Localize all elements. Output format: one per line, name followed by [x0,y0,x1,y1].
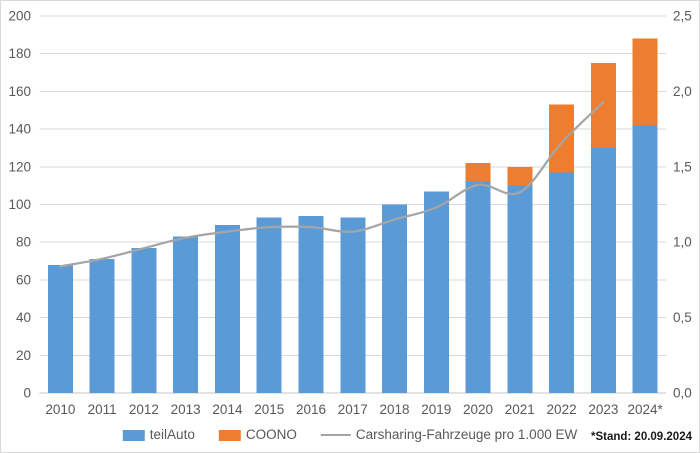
bar-coono-2022 [549,104,575,173]
svg-text:2010: 2010 [45,402,75,417]
bar-teilauto-2017 [340,217,366,393]
bar-teilauto-2016 [298,215,324,393]
legend-label-trend-line: Carsharing-Fahrzeuge pro 1.000 EW [355,427,578,442]
svg-text:120: 120 [8,159,31,174]
legend-row: teilAuto COONO Carsharing-Fahrzeuge pro … [1,425,699,449]
bar-teilauto-2018 [382,204,408,393]
bar-teilauto-2023 [590,147,616,393]
svg-text:40: 40 [16,310,31,325]
svg-text:2023: 2023 [588,402,618,417]
svg-text:0: 0 [23,386,31,401]
bar-teilauto-2015 [256,217,282,393]
legend-label-teilauto: teilAuto [149,427,195,442]
legend-item-teilauto: teilAuto [122,427,195,442]
bar-teilauto-2022 [549,172,575,393]
trend-line-swatch-icon [320,433,351,437]
svg-text:2012: 2012 [129,402,159,417]
bar-teilauto-2019 [423,191,449,393]
svg-text:100: 100 [8,197,31,212]
svg-text:2019: 2019 [421,402,451,417]
plot-area: 0 20 40 60 80 100 120 140 160 180 200 0,0 0,5 1,0 1,5 2… [8,9,692,418]
svg-text:20: 20 [16,348,31,363]
legend-item-trend-line: Carsharing-Fahrzeuge pro 1.000 EW [320,427,578,442]
svg-text:2024*: 2024* [627,402,663,417]
svg-text:2021: 2021 [505,402,535,417]
svg-text:2011: 2011 [88,402,117,417]
chart-legend: teilAuto COONO Carsharing-Fahrzeuge pro … [122,427,578,442]
svg-text:60: 60 [16,272,31,287]
bars [47,38,658,393]
bar-teilauto-2013 [173,236,199,393]
coono-swatch-icon [218,429,241,441]
svg-text:0,5: 0,5 [673,310,692,325]
svg-text:1,0: 1,0 [673,235,692,250]
svg-text:2013: 2013 [171,402,201,417]
y-axis-left-labels: 0 20 40 60 80 100 120 140 160 180 200 [8,9,31,401]
bar-teilauto-2012 [131,247,157,393]
bar-coono-2020 [465,163,491,182]
footnote: *Stand: 20.09.2024 [590,431,692,443]
svg-text:160: 160 [8,84,31,99]
svg-text:2014: 2014 [212,402,243,417]
svg-text:2018: 2018 [379,402,409,417]
bar-coono-2023 [590,63,616,148]
bar-teilauto-2010 [47,264,73,393]
svg-text:2020: 2020 [463,402,493,417]
svg-text:200: 200 [8,9,31,24]
svg-text:180: 180 [8,46,31,61]
svg-text:0,0: 0,0 [673,386,692,401]
x-axis-labels: 2010 2011 2012 2013 2014 2015 2016 2017 2018 2019… [45,402,663,417]
svg-text:2016: 2016 [296,402,326,417]
svg-text:80: 80 [16,235,31,250]
svg-text:2022: 2022 [547,402,577,417]
svg-text:2017: 2017 [338,402,368,417]
y-axis-right-labels: 0,0 0,5 1,0 1,5 2,0 2,5 [673,9,692,401]
bar-teilauto-2021 [507,185,533,393]
bar-teilauto-2014 [214,225,240,393]
legend-label-coono: COONO [245,427,297,442]
trend-line [59,100,605,268]
teilauto-swatch-icon [122,429,145,441]
bar-teilauto-2011 [89,259,115,393]
svg-text:140: 140 [8,122,31,137]
bar-teilauto-2024* [632,125,658,393]
svg-text:1,5: 1,5 [673,159,692,174]
svg-text:2015: 2015 [254,402,284,417]
legend-item-coono: COONO [218,427,297,442]
svg-text:2,0: 2,0 [673,84,692,99]
bar-teilauto-2020 [465,181,491,393]
bar-coono-2021 [507,166,533,186]
svg-text:2,5: 2,5 [673,9,692,24]
bar-coono-2024* [632,38,658,126]
